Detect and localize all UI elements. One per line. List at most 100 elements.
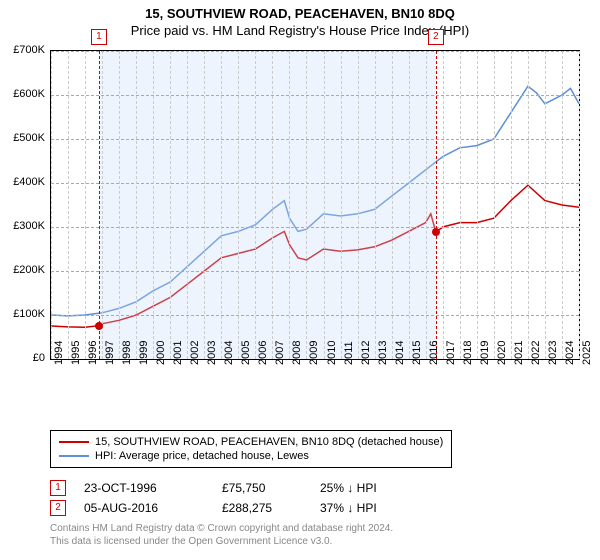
vgrid xyxy=(426,51,427,359)
hgrid xyxy=(51,315,579,316)
legend-swatch xyxy=(59,455,89,457)
sale-price: £288,275 xyxy=(222,501,302,515)
sale-marker-line xyxy=(436,51,437,359)
x-tick-label: 2007 xyxy=(274,341,286,365)
chart-title: 15, SOUTHVIEW ROAD, PEACEHAVEN, BN10 8DQ xyxy=(0,0,600,21)
x-tick-label: 2008 xyxy=(291,341,303,365)
hgrid xyxy=(51,227,579,228)
x-tick-label: 2005 xyxy=(240,341,252,365)
y-tick-label: £400K xyxy=(0,176,45,188)
sale-marker-number: 2 xyxy=(428,29,444,45)
x-tick-label: 2010 xyxy=(326,341,338,365)
footer-line1: Contains HM Land Registry data © Crown c… xyxy=(50,522,393,535)
legend-item: 15, SOUTHVIEW ROAD, PEACEHAVEN, BN10 8DQ… xyxy=(59,435,443,449)
vgrid xyxy=(204,51,205,359)
sale-price: £75,750 xyxy=(222,481,302,495)
vgrid xyxy=(443,51,444,359)
sale-row: 2 05-AUG-2016 £288,275 37% ↓ HPI xyxy=(50,498,410,518)
sale-date: 23-OCT-1996 xyxy=(84,481,204,495)
x-tick-label: 2025 xyxy=(581,341,593,365)
x-tick-label: 2015 xyxy=(411,341,423,365)
x-tick-label: 2006 xyxy=(257,341,269,365)
vgrid xyxy=(153,51,154,359)
sale-number: 2 xyxy=(50,500,66,516)
y-tick-label: £0 xyxy=(0,352,45,364)
vgrid xyxy=(341,51,342,359)
sale-hpi: 37% ↓ HPI xyxy=(320,501,410,515)
x-tick-label: 2022 xyxy=(530,341,542,365)
legend-label: HPI: Average price, detached house, Lewe… xyxy=(95,450,309,462)
chart-container: 15, SOUTHVIEW ROAD, PEACEHAVEN, BN10 8DQ… xyxy=(0,0,600,560)
vgrid xyxy=(187,51,188,359)
vgrid xyxy=(511,51,512,359)
vgrid xyxy=(409,51,410,359)
vgrid xyxy=(51,51,52,359)
x-tick-label: 2012 xyxy=(360,341,372,365)
plot: 12 xyxy=(50,50,580,360)
y-tick-label: £600K xyxy=(0,88,45,100)
vgrid xyxy=(528,51,529,359)
x-tick-label: 1995 xyxy=(70,341,82,365)
sale-marker-dot xyxy=(95,322,103,330)
x-tick-label: 2019 xyxy=(479,341,491,365)
x-tick-label: 2011 xyxy=(343,341,355,365)
vgrid xyxy=(306,51,307,359)
vgrid xyxy=(579,51,580,359)
vgrid xyxy=(255,51,256,359)
x-tick-label: 2009 xyxy=(308,341,320,365)
footer: Contains HM Land Registry data © Crown c… xyxy=(50,522,393,548)
x-tick-label: 2001 xyxy=(172,341,184,365)
legend: 15, SOUTHVIEW ROAD, PEACEHAVEN, BN10 8DQ… xyxy=(50,430,452,468)
vgrid xyxy=(460,51,461,359)
hgrid xyxy=(51,271,579,272)
vgrid xyxy=(477,51,478,359)
x-tick-label: 2020 xyxy=(496,341,508,365)
vgrid xyxy=(358,51,359,359)
vgrid xyxy=(119,51,120,359)
vgrid xyxy=(562,51,563,359)
x-tick-label: 2014 xyxy=(394,341,406,365)
sales-table: 1 23-OCT-1996 £75,750 25% ↓ HPI 2 05-AUG-2016… xyxy=(50,478,410,518)
legend-swatch xyxy=(59,441,89,443)
x-tick-label: 2013 xyxy=(377,341,389,365)
sale-row: 1 23-OCT-1996 £75,750 25% ↓ HPI xyxy=(50,478,410,498)
hgrid xyxy=(51,139,579,140)
hgrid xyxy=(51,95,579,96)
sale-date: 05-AUG-2016 xyxy=(84,501,204,515)
vgrid xyxy=(289,51,290,359)
vgrid xyxy=(136,51,137,359)
vgrid xyxy=(238,51,239,359)
hgrid xyxy=(51,183,579,184)
vgrid xyxy=(392,51,393,359)
x-tick-label: 2003 xyxy=(206,341,218,365)
y-tick-label: £200K xyxy=(0,264,45,276)
sale-marker-number: 1 xyxy=(91,29,107,45)
x-tick-label: 1998 xyxy=(121,341,133,365)
vgrid xyxy=(221,51,222,359)
vgrid xyxy=(85,51,86,359)
x-tick-label: 1994 xyxy=(53,341,65,365)
sale-number: 1 xyxy=(50,480,66,496)
x-tick-label: 2018 xyxy=(462,341,474,365)
x-tick-label: 2023 xyxy=(547,341,559,365)
footer-line2: This data is licensed under the Open Gov… xyxy=(50,535,393,548)
vgrid xyxy=(102,51,103,359)
x-tick-label: 2004 xyxy=(223,341,235,365)
vgrid xyxy=(272,51,273,359)
x-tick-label: 2024 xyxy=(564,341,576,365)
y-tick-label: £700K xyxy=(0,44,45,56)
legend-item: HPI: Average price, detached house, Lewe… xyxy=(59,449,443,463)
sale-marker-dot xyxy=(432,228,440,236)
vgrid xyxy=(68,51,69,359)
hgrid xyxy=(51,51,579,52)
shaded-region xyxy=(99,51,436,359)
x-tick-label: 2021 xyxy=(513,341,525,365)
x-tick-label: 2017 xyxy=(445,341,457,365)
sale-hpi: 25% ↓ HPI xyxy=(320,481,410,495)
vgrid xyxy=(545,51,546,359)
vgrid xyxy=(494,51,495,359)
x-tick-label: 1997 xyxy=(104,341,116,365)
x-tick-label: 2016 xyxy=(428,341,440,365)
x-tick-label: 1996 xyxy=(87,341,99,365)
y-tick-label: £100K xyxy=(0,308,45,320)
